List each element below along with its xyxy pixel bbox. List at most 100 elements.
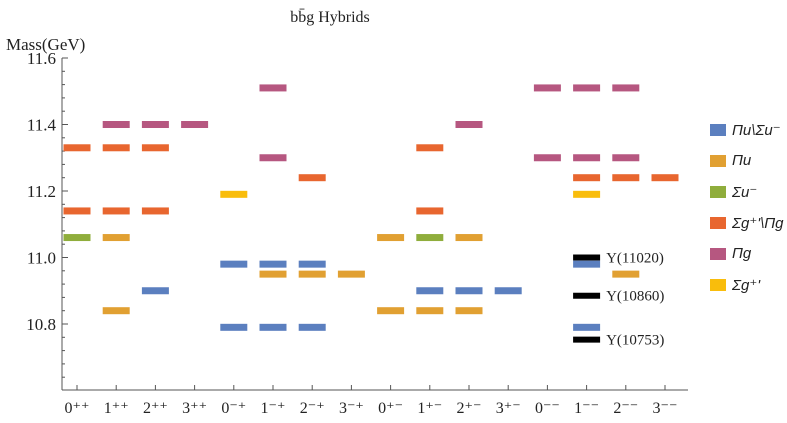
level-bar bbox=[298, 270, 326, 278]
reference-bar bbox=[573, 336, 601, 343]
legend-item: Πg bbox=[710, 238, 784, 269]
level-bar bbox=[612, 154, 640, 162]
data-marks bbox=[63, 84, 679, 331]
x-tick-label: 3⁻⁻ bbox=[653, 400, 678, 417]
level-bar bbox=[141, 207, 169, 215]
level-bar bbox=[298, 323, 326, 331]
level-bar bbox=[573, 174, 601, 182]
y-tick-label: 10.8 bbox=[26, 315, 56, 334]
level-bar bbox=[63, 207, 91, 215]
reference-bar bbox=[573, 292, 601, 299]
level-bar bbox=[259, 270, 287, 278]
reference-levels: Υ(11020) Υ(10860) Υ(10753) bbox=[573, 251, 664, 349]
x-tick-label: 0⁺⁺ bbox=[65, 400, 90, 417]
x-tick-label: 1⁻⁺ bbox=[261, 400, 286, 417]
x-tick-label: 2⁻⁻ bbox=[613, 400, 638, 417]
level-bar bbox=[573, 260, 601, 268]
legend-swatch bbox=[710, 278, 726, 291]
legend-item: Σg⁺'\Πg bbox=[710, 207, 784, 238]
level-bar bbox=[573, 154, 601, 162]
level-bar bbox=[141, 144, 169, 152]
legend-label: Πu\Σu⁻ bbox=[732, 121, 781, 139]
level-bar bbox=[455, 234, 483, 242]
reference-bar bbox=[573, 254, 601, 261]
x-tick-label: 1⁻⁻ bbox=[574, 400, 599, 417]
level-bar bbox=[533, 154, 561, 162]
level-bar bbox=[573, 84, 601, 92]
legend-item: Σu⁻ bbox=[710, 176, 784, 207]
x-tick-label: 0⁻⁺ bbox=[221, 400, 246, 417]
level-bar bbox=[416, 307, 444, 315]
level-bar bbox=[220, 260, 248, 268]
level-bar bbox=[612, 174, 640, 182]
level-bar bbox=[573, 323, 601, 331]
level-bar bbox=[533, 84, 561, 92]
legend-label: Σu⁻ bbox=[732, 183, 758, 201]
y-tick-label: 11.2 bbox=[27, 182, 56, 201]
level-bar bbox=[102, 121, 130, 128]
level-bar bbox=[102, 207, 130, 215]
legend-swatch bbox=[710, 123, 726, 136]
reference-label: Υ(11020) bbox=[606, 251, 664, 267]
level-bar bbox=[651, 174, 679, 182]
y-tick-label: 11.4 bbox=[27, 116, 57, 135]
level-bar bbox=[455, 121, 483, 128]
level-bar bbox=[416, 234, 444, 242]
level-bar bbox=[416, 207, 444, 215]
x-tick-label: 1⁺⁻ bbox=[417, 400, 442, 417]
level-bar bbox=[259, 84, 287, 92]
reference-label: Υ(10860) bbox=[606, 289, 664, 305]
level-bar bbox=[573, 190, 601, 198]
x-tick-label: 2⁻⁺ bbox=[300, 400, 325, 417]
legend-item: Πu\Σu⁻ bbox=[710, 114, 784, 145]
legend-item: Πu bbox=[710, 145, 784, 176]
level-bar bbox=[63, 234, 91, 242]
level-bar bbox=[181, 121, 209, 128]
level-bar bbox=[455, 287, 483, 295]
level-bar bbox=[259, 260, 287, 268]
y-tick-label: 11.0 bbox=[27, 249, 56, 268]
level-bar bbox=[102, 234, 130, 242]
legend-swatch bbox=[710, 216, 726, 229]
x-tick-label: 3⁺⁺ bbox=[182, 400, 207, 417]
legend-label: Σg⁺' bbox=[732, 276, 761, 294]
legend-swatch bbox=[710, 247, 726, 260]
level-bar bbox=[416, 144, 444, 152]
legend-item: Σg⁺' bbox=[710, 269, 784, 300]
legend-label: Σg⁺'\Πg bbox=[732, 214, 784, 232]
x-tick-label: 2⁺⁻ bbox=[457, 400, 482, 417]
level-bar bbox=[377, 234, 405, 242]
x-tick-label: 2⁺⁺ bbox=[143, 400, 168, 417]
x-tick-label: 3⁻⁺ bbox=[339, 400, 364, 417]
reference-label: Υ(10753) bbox=[606, 333, 664, 349]
x-tick-label: 0⁻⁻ bbox=[535, 400, 560, 417]
legend-label: Πu bbox=[732, 152, 752, 169]
axes: 10.8 11.0 11.2 11.4 11.6 0⁺⁺ 1⁺⁺ 2⁺⁺ 3⁺⁺ 0⁻⁺ 1⁻⁺ 2⁻… bbox=[26, 49, 688, 417]
level-bar bbox=[63, 144, 91, 152]
level-bar bbox=[298, 260, 326, 268]
level-bar bbox=[102, 144, 130, 152]
level-bar bbox=[377, 307, 405, 315]
level-bar bbox=[220, 323, 248, 331]
chart-title: bb̄g Hybrids bbox=[290, 8, 370, 26]
level-bar bbox=[494, 287, 522, 295]
level-bar bbox=[416, 287, 444, 295]
legend: Πu\Σu⁻ Πu Σu⁻ Σg⁺'\Πg Πg Σg⁺' bbox=[710, 114, 784, 300]
legend-swatch bbox=[710, 185, 726, 198]
level-bar bbox=[259, 323, 287, 331]
level-bar bbox=[337, 270, 365, 278]
level-bar bbox=[298, 174, 326, 182]
level-bar bbox=[455, 307, 483, 315]
level-bar bbox=[612, 270, 640, 278]
level-bar bbox=[259, 154, 287, 162]
level-bar bbox=[612, 84, 640, 92]
level-bar bbox=[102, 307, 130, 315]
x-tick-label: 1⁺⁺ bbox=[104, 400, 129, 417]
level-bar bbox=[220, 190, 248, 198]
y-axis-label: Mass(GeV) bbox=[6, 35, 85, 54]
y-tick-label: 11.6 bbox=[27, 49, 56, 68]
level-bar bbox=[141, 121, 169, 128]
legend-label: Πg bbox=[732, 245, 752, 262]
level-bar bbox=[141, 287, 169, 295]
